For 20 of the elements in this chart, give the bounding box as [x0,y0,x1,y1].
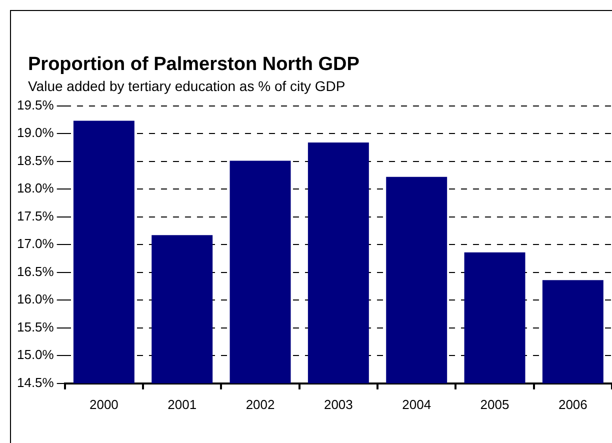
y-tick-label: 15.5% [16,319,54,334]
x-tick-label: 2000 [89,396,118,412]
y-tick-label: 16.0% [16,292,54,307]
x-tick-label: 2001 [168,396,197,412]
x-tick-label: 2004 [402,396,432,412]
chart-title: Proportion of Palmerston North GDP [28,54,360,76]
x-tick-label: 2003 [324,396,353,412]
y-tick-label: 17.5% [16,208,54,224]
y-tick-label: 18.5% [16,152,54,168]
y-tick-label: 14.5% [16,374,54,390]
y-tick-label: 17.0% [16,236,54,252]
y-tick-label: 18.0% [16,180,54,196]
y-tick-label: 19.0% [16,125,54,140]
x-tick-label: 2005 [480,396,510,412]
chart-subtitle: Value added by tertiary education as % of city GDP [28,78,346,94]
x-tick-label: 2002 [246,396,275,412]
x-tick-label: 2006 [558,396,588,412]
y-tick-label: 19.5% [16,97,54,112]
y-tick-label: 15.0% [16,347,54,362]
y-tick-label: 16.5% [16,264,54,279]
